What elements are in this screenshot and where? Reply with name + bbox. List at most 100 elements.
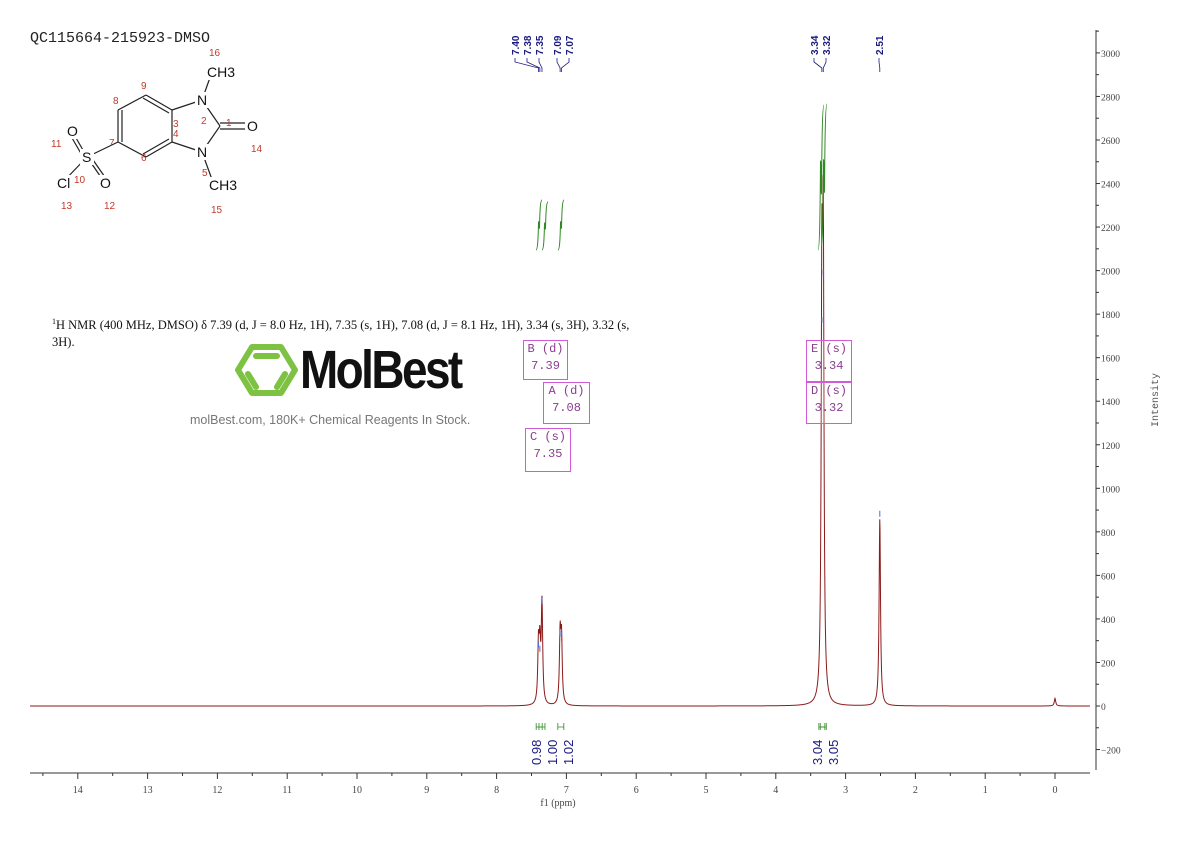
x-tick-label: 11	[282, 785, 292, 796]
peak-label: 7.40	[511, 35, 522, 55]
y-tick-label: 800	[1101, 529, 1116, 539]
multiplet-box-D: D (s) 3.32	[806, 382, 852, 424]
atom-number: 10	[74, 175, 86, 186]
atom-symbol: O	[100, 175, 111, 191]
multiplet-label: C (s)	[529, 430, 566, 444]
atom-label-bg	[65, 123, 79, 139]
y-tick-label: 2400	[1101, 181, 1120, 191]
multiplet-shift: 3.32	[814, 401, 844, 415]
atom-number: 11	[51, 139, 62, 150]
atom-number: 4	[173, 129, 179, 140]
nucleus-superscript: 1	[52, 317, 56, 326]
integral-value: 3.04	[810, 740, 825, 765]
peak-label-connector	[561, 58, 570, 72]
integral-curve	[541, 201, 549, 251]
watermark-brand: MolBest	[300, 340, 463, 400]
atom-number: 8	[113, 96, 119, 107]
multiplet-shift: 7.35	[533, 447, 563, 461]
atom-label-bg	[207, 177, 235, 193]
multiplet-label: E (s)	[810, 342, 847, 356]
integral-bracket	[557, 723, 565, 730]
atom-number: 7	[109, 138, 115, 149]
atom-symbol: CH3	[207, 64, 235, 80]
peak-label-connector	[822, 58, 827, 72]
peak-label: 7.07	[565, 35, 576, 55]
multiplet-label: D (s)	[810, 384, 847, 398]
watermark-tagline: molBest.com, 180K+ Chemical Reagents In …	[190, 413, 471, 427]
y-tick-label: −200	[1101, 747, 1121, 757]
peak-label-connector	[514, 58, 539, 72]
y-tick-label: 2600	[1101, 137, 1120, 147]
x-axis-label: f1 (ppm)	[540, 798, 575, 809]
bond-line	[145, 94, 173, 111]
x-tick-label: 13	[143, 785, 153, 796]
peak-label-connector	[526, 58, 541, 72]
atom-label-bg	[205, 64, 233, 80]
atom-number: 13	[61, 201, 73, 212]
peak-label: 3.34	[810, 35, 821, 55]
atom-number: 1	[226, 118, 232, 129]
multiplet-shift: 3.34	[814, 359, 844, 373]
y-tick-label: 400	[1101, 616, 1116, 626]
y-tick-label: 2800	[1101, 93, 1120, 103]
atom-label-bg	[98, 175, 112, 191]
peak-label: 7.09	[553, 35, 564, 55]
atom-number: 14	[251, 144, 263, 155]
nmr-description-text: H NMR (400 MHz, DMSO) δ 7.39 (d, J = 8.0…	[52, 318, 630, 350]
x-tick-label: 4	[773, 785, 778, 796]
atom-number: 9	[141, 81, 147, 92]
peak-label: 2.51	[875, 35, 886, 55]
atom-label-bg	[55, 175, 71, 191]
integral-value: 0.98	[529, 740, 544, 765]
multiplet-box-E: E (s) 3.34	[806, 340, 852, 382]
bond-line	[117, 94, 147, 111]
y-tick-label: 0	[1101, 703, 1106, 713]
nmr-description: 1H NMR (400 MHz, DMSO) δ 7.39 (d, J = 8.…	[52, 313, 652, 351]
atom-symbol: N	[197, 92, 207, 108]
chemical-structure: 1 N 2 34 N 5 6 7 8 9 S 10 O 11 O 12 Cl 13 O 14 CH3 15 CH3 16	[51, 48, 263, 216]
atom-number: 15	[211, 205, 223, 216]
atom-number: 16	[209, 48, 221, 59]
integral-curve	[535, 199, 543, 251]
multiplet-label: B (d)	[527, 342, 564, 356]
y-tick-label: 1600	[1101, 355, 1120, 365]
double-bond-line	[142, 97, 170, 114]
double-bond-line	[142, 138, 170, 155]
spectrum-line	[30, 174, 1090, 707]
integral-curve	[557, 199, 565, 251]
y-axis-label: Intensity	[1150, 373, 1162, 427]
multiplet-box-A: A (d) 7.08	[543, 382, 590, 424]
peak-label-connector	[813, 58, 823, 72]
atom-symbol: N	[197, 144, 207, 160]
bond-line	[117, 141, 147, 158]
peak-label-connector	[878, 58, 881, 72]
x-tick-label: 5	[704, 785, 709, 796]
y-tick-label: 1400	[1101, 398, 1120, 408]
peak-label-connector	[538, 58, 543, 72]
atom-label-bg	[195, 92, 209, 108]
y-tick-label: 3000	[1101, 50, 1120, 60]
atom-symbol: S	[82, 149, 91, 165]
integral-bracket	[818, 723, 826, 730]
multiplet-shift: 7.08	[552, 401, 581, 415]
y-tick-label: 200	[1101, 659, 1116, 669]
peak-label: 7.35	[535, 35, 546, 55]
integral-curve	[817, 104, 825, 251]
atom-label-bg	[80, 149, 94, 165]
integral-value: 1.02	[561, 740, 576, 765]
peak-label-connector	[556, 58, 561, 72]
integral-curve	[820, 103, 828, 249]
multiplet-box-C: C (s) 7.35	[525, 428, 571, 472]
multiplet-label: A (d)	[548, 384, 585, 398]
integral-value: 3.05	[826, 740, 841, 765]
atom-symbol: Cl	[57, 175, 70, 191]
x-tick-label: 14	[73, 785, 83, 796]
atom-number: 12	[104, 201, 116, 212]
x-tick-label: 12	[212, 785, 222, 796]
x-tick-label: 9	[424, 785, 429, 796]
y-tick-label: 1200	[1101, 442, 1120, 452]
x-tick-label: 6	[634, 785, 639, 796]
x-tick-label: 7	[564, 785, 569, 796]
